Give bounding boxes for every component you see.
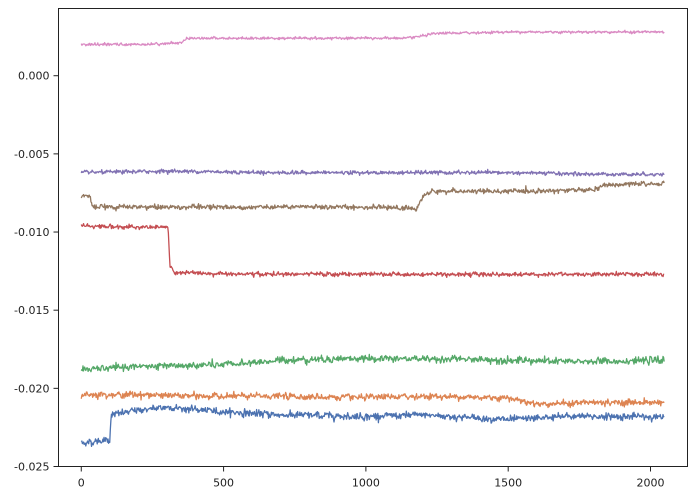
x-tick-label: 1500 [494,477,522,490]
x-tick-label: 500 [213,477,234,490]
y-tick-label: -0.005 [14,148,49,161]
x-tick-label: 1000 [352,477,380,490]
y-tick-label: -0.025 [14,461,49,474]
y-axis: 0.000 -0.005 -0.010 -0.015 -0.020 -0.025 [14,70,59,474]
y-tick-label: -0.020 [14,382,49,395]
series-line-2 [80,390,665,409]
x-tick-label: 2000 [637,477,665,490]
series-line-5 [80,168,665,177]
series-line-7 [80,29,665,47]
plot-frame [58,8,688,467]
series-line-4 [80,223,665,278]
series-line-1 [80,403,665,448]
y-tick-label: -0.015 [14,304,49,317]
y-tick-label: 0.000 [18,70,50,83]
series-line-3 [80,353,665,373]
x-tick-label: 0 [78,477,85,490]
series-line-6 [80,180,665,212]
y-tick-label: -0.010 [14,226,49,239]
series-layer [80,29,665,448]
x-axis: 0 500 1000 1500 2000 [78,466,665,490]
